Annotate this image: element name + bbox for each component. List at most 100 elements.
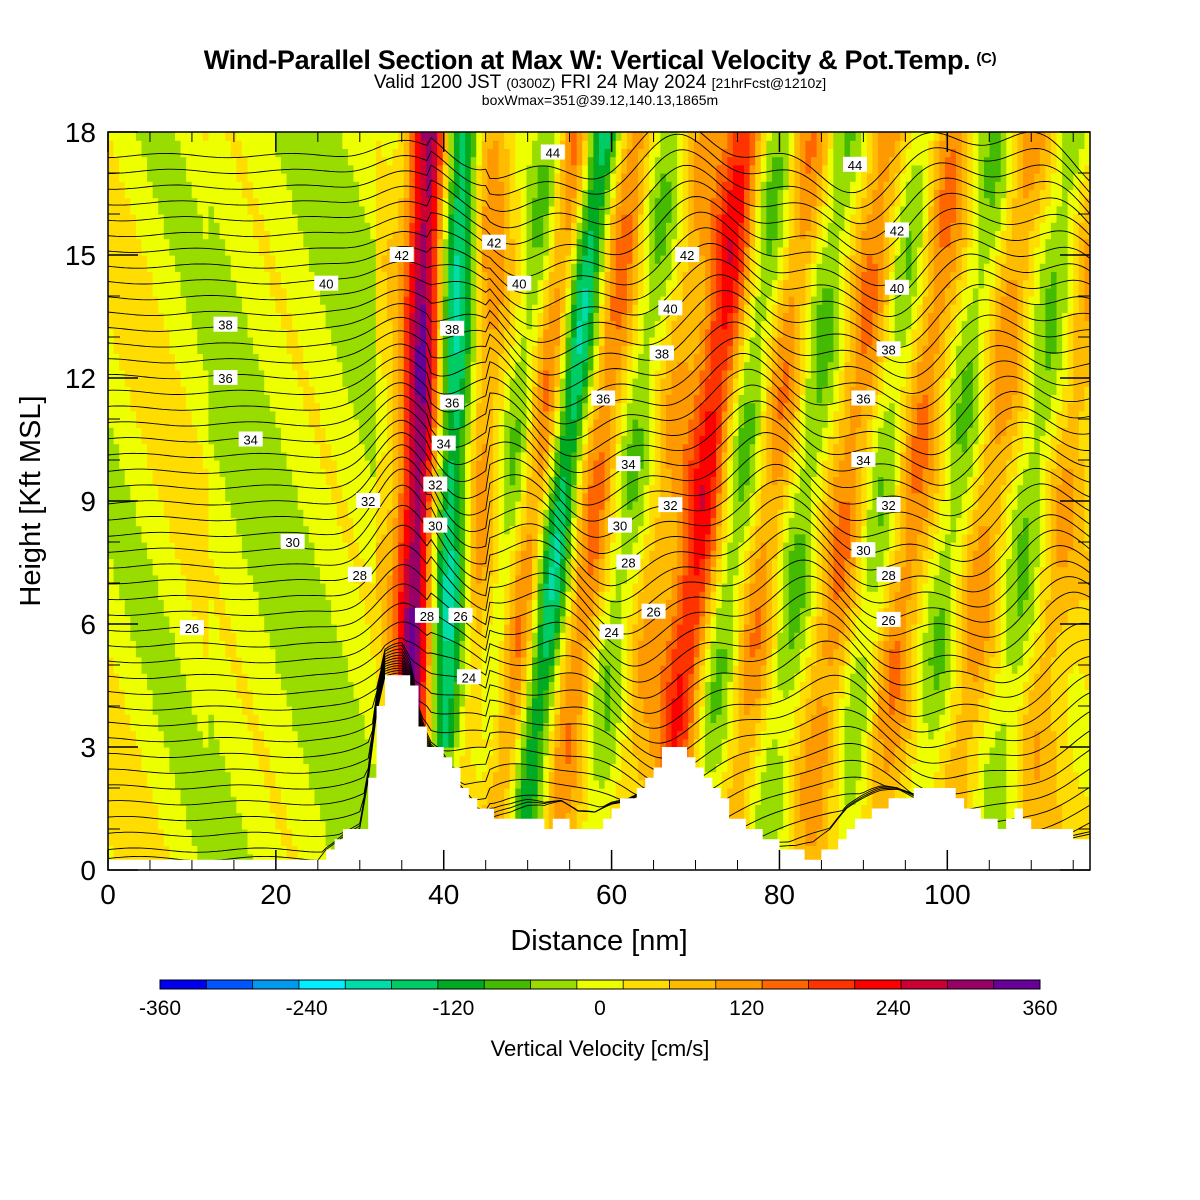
velocity-cell [275,312,282,428]
velocity-cell [554,230,561,289]
velocity-cell [1023,640,1030,682]
velocity-cell [526,132,533,166]
velocity-cell [292,369,299,486]
velocity-cell [147,689,154,789]
velocity-cell [571,222,578,248]
velocity-cell [638,214,645,297]
velocity-cell [643,156,650,199]
velocity-cell [548,132,555,207]
velocity-cell [710,132,717,199]
velocity-cell [861,451,868,527]
colorbar-swatch [762,980,809,989]
velocity-cell [777,755,784,830]
velocity-cell [995,181,1002,231]
velocity-cell [610,197,617,215]
velocity-cell [738,369,745,395]
velocity-cell [403,558,410,609]
velocity-cell [721,369,728,412]
velocity-cell [749,402,756,445]
colorbar-swatch [993,980,1041,989]
contour-label: 44 [848,158,862,173]
velocity-cell [308,132,316,272]
velocity-cell [816,132,823,174]
velocity-cell [1062,132,1069,313]
velocity-cell [615,181,622,207]
velocity-cell [783,451,790,486]
contour-label: 30 [428,519,442,534]
velocity-cell [805,656,812,699]
velocity-cell [771,156,779,240]
velocity-cell [582,640,589,707]
colorbar-swatch [252,980,300,989]
velocity-cell [1000,722,1007,846]
velocity-cell [799,648,807,682]
velocity-cell [827,132,834,149]
contour-label: 40 [512,277,526,292]
velocity-cell [626,132,634,149]
contour-label: 36 [218,371,232,386]
velocity-cell [191,197,198,330]
velocity-cell [236,296,243,535]
velocity-cell [766,706,773,748]
velocity-cell [827,435,834,469]
velocity-cell [610,132,617,141]
velocity-cell [1006,419,1013,461]
velocity-cell [526,665,533,682]
velocity-cell [822,427,829,461]
contour-label-box [641,603,666,619]
velocity-cell [967,476,974,510]
velocity-cell [108,558,115,658]
velocity-cell [532,558,539,600]
velocity-cell [777,246,784,281]
velocity-cell [604,214,611,240]
velocity-cell [119,181,126,371]
velocity-cell [186,410,193,600]
velocity-cell [677,361,684,576]
theta-contour [108,274,1090,348]
velocity-cell [850,640,857,674]
velocity-cell [537,558,544,584]
velocity-cell [649,550,656,609]
y-tick-label: 9 [80,486,96,517]
velocity-cell [610,238,617,297]
velocity-cell [571,263,578,281]
contour-label-box [675,247,700,262]
velocity-cell [197,730,204,863]
velocity-cell [777,156,784,190]
velocity-cell [582,255,589,289]
colorbar-tick-label: 0 [594,997,606,1020]
velocity-cell [721,648,728,674]
contour-label: 28 [621,556,635,571]
velocity-cell [593,132,600,272]
velocity-cell [1067,132,1074,190]
velocity-cell [543,369,550,412]
velocity-cell [292,845,299,870]
velocity-cell [236,140,243,182]
velocity-cell [866,255,873,346]
velocity-cell [191,328,198,428]
velocity-cell [442,640,449,748]
velocity-cell [777,132,784,158]
velocity-cell [342,148,349,387]
velocity-cell [1023,468,1030,518]
velocity-cell [665,599,673,641]
velocity-cell [141,255,148,445]
velocity-cell [833,476,840,527]
velocity-cell [755,697,762,723]
velocity-cell [638,640,645,699]
velocity-cell [844,205,851,256]
velocity-cell [811,156,818,207]
velocity-cell [236,656,243,699]
velocity-cell [130,410,137,502]
velocity-cell [520,779,528,846]
velocity-cell [174,369,182,559]
velocity-cell [950,689,957,748]
velocity-cell [420,402,427,461]
velocity-cell [905,394,913,436]
contour-label-box [851,390,876,406]
velocity-cell [353,132,360,182]
velocity-cell [928,312,935,486]
velocity-cell [727,312,734,346]
velocity-cell [1034,566,1041,633]
velocity-cell [744,361,751,404]
